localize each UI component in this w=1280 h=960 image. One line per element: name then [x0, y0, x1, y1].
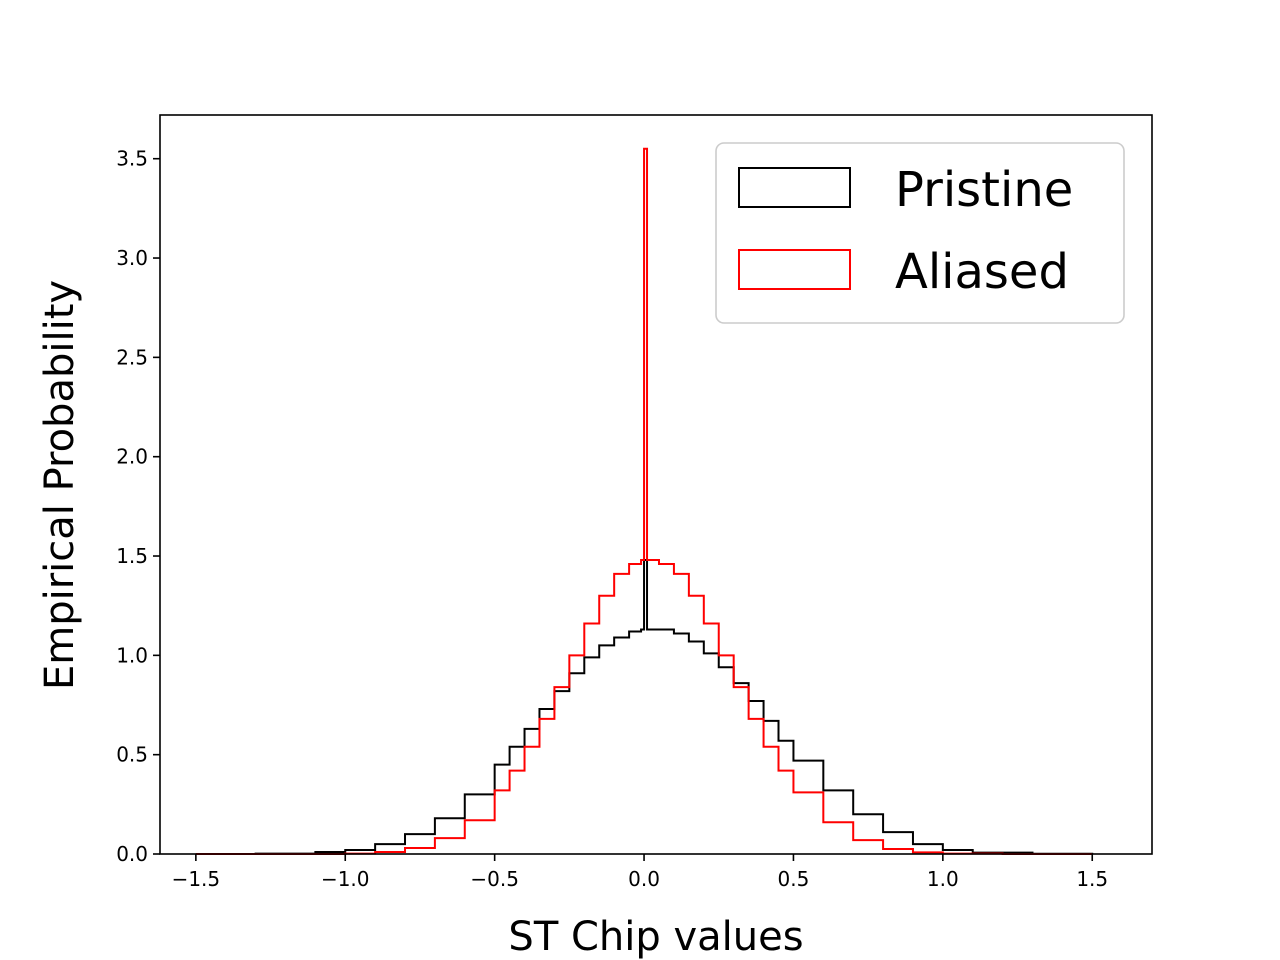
x-tick-label: 0.0 [628, 867, 660, 891]
plot-frame [159, 114, 1153, 855]
y-axis-ticks: 0.0 0.5 1.0 1.5 2.0 2.5 3.0 3.5 [116, 147, 160, 866]
legend: Pristine Aliased [715, 142, 1125, 324]
series-line-aliased [195, 147, 1093, 855]
y-axis-title: Empirical Probability [37, 280, 83, 690]
y-tick-label: 2.5 [116, 345, 148, 369]
x-axis-ticks: −1.5 −1.0 −0.5 0.0 0.5 1.0 1.5 [172, 854, 1108, 891]
y-tick-label: 1.5 [116, 544, 148, 568]
y-tick-label: 3.0 [116, 246, 148, 270]
legend-swatch-aliased [738, 249, 851, 290]
x-tick-label: −1.0 [321, 867, 370, 891]
x-tick-label: 1.0 [927, 867, 959, 891]
legend-label-aliased: Aliased [895, 244, 1069, 300]
y-tick-label: 1.0 [116, 643, 148, 667]
legend-swatch-pristine [738, 167, 851, 208]
y-tick-label: 0.5 [116, 743, 148, 767]
y-tick-label: 2.0 [116, 445, 148, 469]
series-line-pristine [195, 558, 1094, 855]
legend-label-pristine: Pristine [895, 162, 1073, 218]
legend-box [715, 142, 1125, 324]
series-layer [195, 147, 1094, 855]
y-tick-label: 0.0 [116, 842, 148, 866]
x-tick-label: 1.5 [1076, 867, 1108, 891]
x-tick-label: −0.5 [470, 867, 519, 891]
x-tick-label: 0.5 [778, 867, 810, 891]
y-tick-label: 3.5 [116, 147, 148, 171]
x-axis-title: ST Chip values [508, 914, 803, 960]
x-tick-label: −1.5 [172, 867, 221, 891]
